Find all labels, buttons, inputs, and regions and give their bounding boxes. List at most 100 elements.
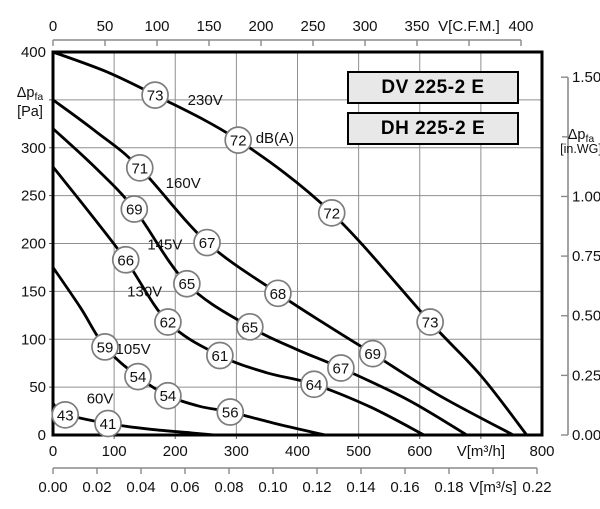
db-marker-value: 72 <box>230 133 247 150</box>
axis-pa-label: 150 <box>21 283 46 300</box>
db-marker-value: 59 <box>97 339 114 356</box>
axis-inwg-label: 1.00 <box>572 188 600 205</box>
axis-pa-label: 0 <box>38 427 46 444</box>
db-marker-circle <box>235 312 264 341</box>
axis-top-cfm-label: 0 <box>49 18 57 35</box>
db-marker-circle <box>125 154 154 182</box>
axis-inwg-label: 1.50 <box>572 69 600 86</box>
axis-m3h-label: 500 <box>346 443 371 460</box>
db-marker-value: 61 <box>212 348 229 365</box>
axis-m3s-label: 0.08 <box>214 479 243 496</box>
axis-m3h-label: V[m³/h] <box>457 443 505 460</box>
axis-m3h-label: 300 <box>224 443 249 460</box>
db-marker-value: 62 <box>160 315 177 332</box>
db-marker-value: 67 <box>333 360 350 377</box>
db-marker-circle <box>91 333 119 361</box>
db-marker-circle <box>317 199 346 227</box>
axis-pa-label: 400 <box>21 44 46 61</box>
db-marker-circle <box>206 341 234 370</box>
axis-m3s-label: 0.06 <box>170 479 199 496</box>
db-marker-value: 68 <box>270 286 287 303</box>
db-marker-value: 73 <box>147 88 164 105</box>
axis-m3h-label: 400 <box>285 443 310 460</box>
axis-m3s-label: 0.10 <box>258 479 287 496</box>
left-axis-title-symbol: Δpfa <box>17 85 44 103</box>
axis-inwg-label: 0.00 <box>572 427 600 444</box>
axis-top-cfm-label: 150 <box>196 18 221 35</box>
curve-230v <box>51 50 529 437</box>
curve-label-145v: 145V <box>147 236 182 253</box>
db-marker-circle <box>154 308 182 336</box>
db-marker-value: 67 <box>199 235 216 252</box>
curve-label-230v: 230V <box>188 92 223 109</box>
db-marker-circle <box>124 362 152 391</box>
axis-top-cfm-label: 300 <box>352 18 377 35</box>
db-marker-value: 66 <box>117 252 134 269</box>
db-marker-value: 43 <box>57 407 74 424</box>
db-marker-circle <box>120 195 149 223</box>
axis-m3h-label: 600 <box>407 443 432 460</box>
axis-m3s-label: 0.14 <box>346 479 375 496</box>
axis-m3s-label: 0.04 <box>126 479 155 496</box>
db-marker-circle <box>94 409 122 438</box>
axis-top-cfm-label: 400 <box>508 18 533 35</box>
axis-m3s-label: 0.22 <box>522 479 551 496</box>
left-axis-title-unit: [Pa] <box>17 104 43 120</box>
axis-m3s-label: V[m³/s] <box>469 479 517 496</box>
axis-top-cfm-label: 250 <box>300 18 325 35</box>
axis-m3s-label: 0.00 <box>38 479 67 496</box>
db-marker-value: 69 <box>126 202 143 219</box>
axis-top-cfm-label: V[C.F.M.] <box>438 18 500 35</box>
axis-m3h-label: 100 <box>102 443 127 460</box>
curve-label-130v: 130V <box>127 283 162 300</box>
db-marker-circle <box>111 245 140 274</box>
axis-pa-label: 300 <box>21 140 46 157</box>
db-marker-value: 73 <box>422 315 439 332</box>
db-unit-label: dB(A) <box>256 130 294 147</box>
db-marker-circle <box>141 81 169 109</box>
axis-top-cfm-label: 200 <box>248 18 273 35</box>
axis-m3h-label: 0 <box>49 443 57 460</box>
right-axis-title-symbol: Δpfa <box>568 127 595 145</box>
db-marker-value: 41 <box>100 416 117 433</box>
db-marker-circle <box>154 381 182 410</box>
axis-top-cfm-label: 50 <box>97 18 114 35</box>
db-marker-circle <box>173 269 201 298</box>
axis-inwg-label: 0.50 <box>572 308 600 325</box>
db-marker-value: 64 <box>306 377 323 394</box>
axis-pa-label: 50 <box>29 379 46 396</box>
db-marker-circle <box>416 308 444 336</box>
axis-top-cfm-label: 350 <box>404 18 429 35</box>
axis-inwg-label: 0.75 <box>572 248 600 265</box>
db-marker-value: 54 <box>160 388 177 405</box>
db-marker-value: 65 <box>241 319 258 336</box>
axis-pa-label: 250 <box>21 188 46 205</box>
curve-label-60v: 60V <box>87 391 114 408</box>
db-marker-circle <box>358 339 387 368</box>
axis-m3s-label: 0.18 <box>434 479 463 496</box>
db-marker-circle <box>51 401 80 429</box>
curve-label-105v: 105V <box>116 341 151 358</box>
axis-m3h-label: 800 <box>529 443 554 460</box>
axis-m3s-label: 0.16 <box>390 479 419 496</box>
axis-top-cfm-label: 100 <box>144 18 169 35</box>
model-label-dh: DH 225-2 E <box>347 112 519 145</box>
db-marker-circle <box>216 398 245 426</box>
plot-border <box>51 50 544 437</box>
db-marker-value: 69 <box>364 346 381 363</box>
db-marker-value: 54 <box>130 369 147 386</box>
axis-inwg-label: 0.25 <box>572 367 600 384</box>
model-label-dv: DV 225-2 E <box>347 71 519 104</box>
db-marker-circle <box>193 228 221 257</box>
db-marker-circle <box>300 370 328 399</box>
axis-pa-label: 200 <box>21 236 46 253</box>
db-marker-value: 72 <box>323 205 340 222</box>
axis-m3s-label: 0.02 <box>82 479 111 496</box>
db-marker-circle <box>224 126 253 154</box>
axis-m3h-label: 200 <box>163 443 188 460</box>
db-marker-value: 71 <box>131 160 148 177</box>
axis-pa-label: 100 <box>21 331 46 348</box>
db-marker-value: 65 <box>179 276 196 293</box>
